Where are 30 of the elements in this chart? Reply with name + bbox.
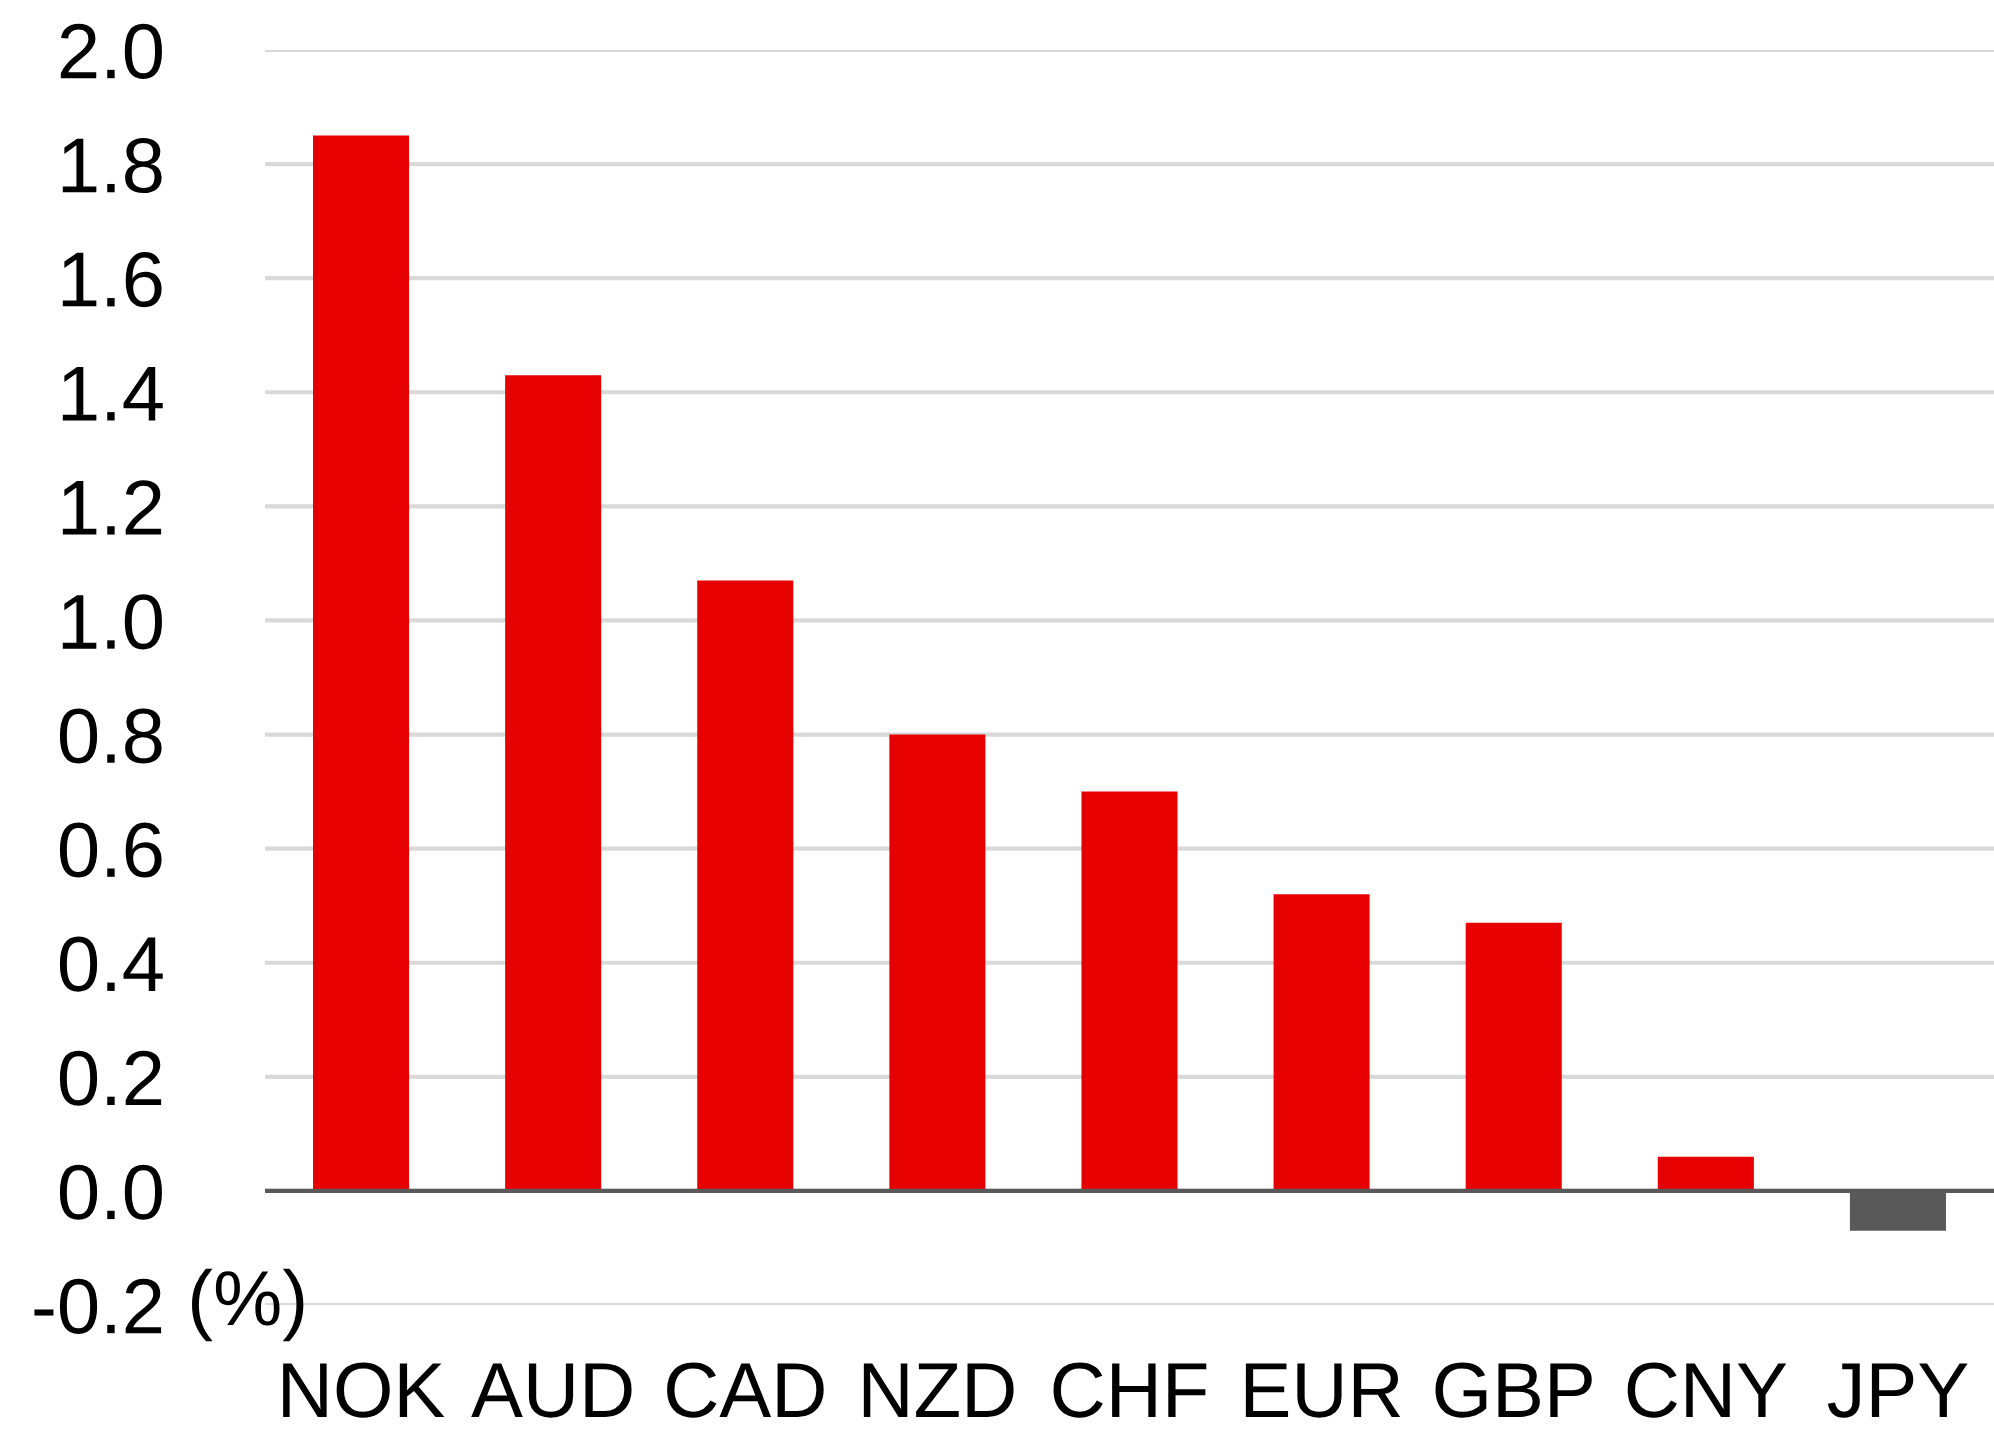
y-tick-label: 1.0 [62, 594, 162, 650]
y-tick-label: 1.4 [62, 366, 163, 421]
bar [1657, 1156, 1754, 1191]
x-tick-label: CNY [1627, 1362, 1787, 1418]
bar [889, 734, 986, 1191]
x-tick-label: CHF [1053, 1362, 1207, 1418]
annotation: (%) [192, 1268, 304, 1342]
y-tick-label: 0.8 [59, 708, 162, 764]
y-tick-label: 0.2 [59, 1050, 162, 1106]
bar [313, 135, 410, 1191]
x-tick-label: GBP [1435, 1362, 1592, 1418]
y-tick-label: 1.2 [62, 480, 162, 535]
y-tick-label: 1.8 [62, 137, 162, 194]
y-tick-label: 0.6 [59, 822, 162, 878]
x-tick-label: JPY [1827, 1363, 1968, 1418]
x-tick-label: NZD [863, 1363, 1014, 1417]
y-tick-label: 2.0 [60, 23, 162, 79]
x-tick-label: EUR [1245, 1363, 1401, 1418]
bar [1081, 791, 1178, 1191]
x-tick-label: NOK [283, 1362, 445, 1418]
y-tick-label: 1.6 [62, 252, 162, 308]
x-tick-label: AUD [471, 1363, 632, 1418]
bar [1465, 922, 1562, 1191]
y-tick-label: 0.4 [59, 936, 163, 992]
bar [1273, 894, 1370, 1191]
bar [505, 375, 602, 1191]
y-tick-label: 0.0 [59, 1164, 162, 1220]
bar [697, 580, 794, 1191]
x-tick-label: CAD [667, 1362, 824, 1418]
y-tick-label: -0.2 [34, 1278, 162, 1334]
